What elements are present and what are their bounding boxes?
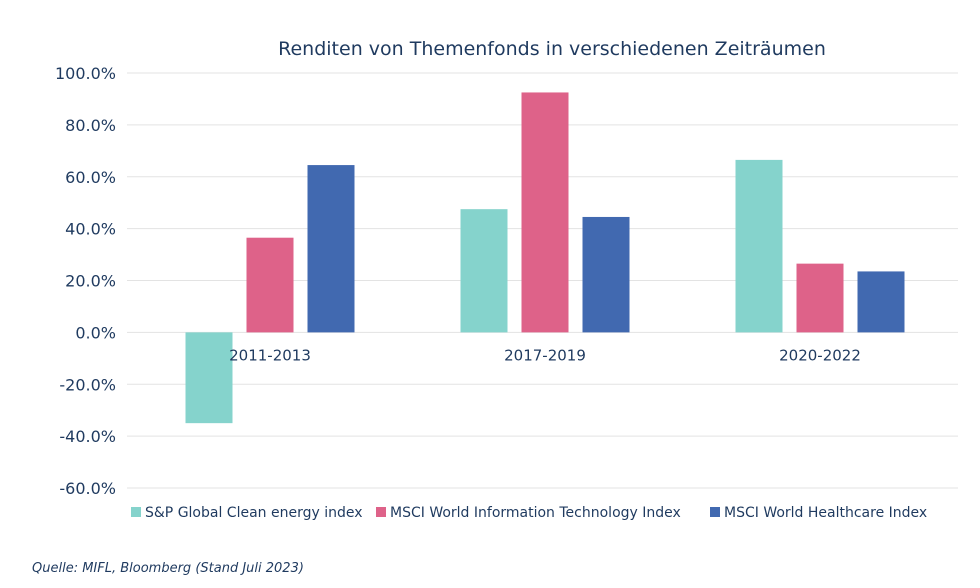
legend-label: S&P Global Clean energy index <box>145 505 363 521</box>
y-tick-label: -60.0% <box>59 479 116 498</box>
bar <box>582 216 630 333</box>
chart-title: Renditen von Themenfonds in verschiedene… <box>278 38 826 60</box>
y-tick-label: 40.0% <box>65 220 116 239</box>
legend-swatch <box>710 507 720 517</box>
legend: S&P Global Clean energy index MSCI World … <box>131 505 927 521</box>
x-tick-label: 2017-2019 <box>504 346 586 364</box>
source-note: Quelle: MIFL, Bloomberg (Stand Juli 2023… <box>32 561 304 576</box>
y-tick-label: -40.0% <box>59 427 116 446</box>
y-tick-label: 100.0% <box>55 64 116 83</box>
x-tick-label: 2020-2022 <box>779 346 861 364</box>
bar <box>521 92 569 333</box>
bar <box>307 165 355 333</box>
x-axis-ticks: 2011-2013 2017-2019 2020-2022 <box>229 346 861 364</box>
legend-label: MSCI World Information Technology Index <box>390 505 681 521</box>
y-tick-label: 0.0% <box>75 323 116 342</box>
legend-swatch <box>131 507 141 517</box>
bar <box>246 237 294 333</box>
bars <box>185 92 905 424</box>
bar-chart: Renditen von Themenfonds in verschiedene… <box>55 38 958 521</box>
legend-swatch <box>376 507 386 517</box>
bar <box>796 263 844 333</box>
bar <box>460 209 508 333</box>
y-tick-label: -20.0% <box>59 375 116 394</box>
legend-label: MSCI World Healthcare Index <box>724 505 927 521</box>
bar <box>185 332 233 424</box>
bar <box>857 271 905 333</box>
y-axis-ticks: 100.0% 80.0% 60.0% 40.0% 20.0% 0.0% -20.0% -40.… <box>55 64 116 498</box>
bar <box>735 159 783 333</box>
x-tick-label: 2011-2013 <box>229 346 311 364</box>
y-tick-label: 20.0% <box>65 272 116 291</box>
y-tick-label: 60.0% <box>65 168 116 187</box>
y-tick-label: 80.0% <box>65 116 116 135</box>
